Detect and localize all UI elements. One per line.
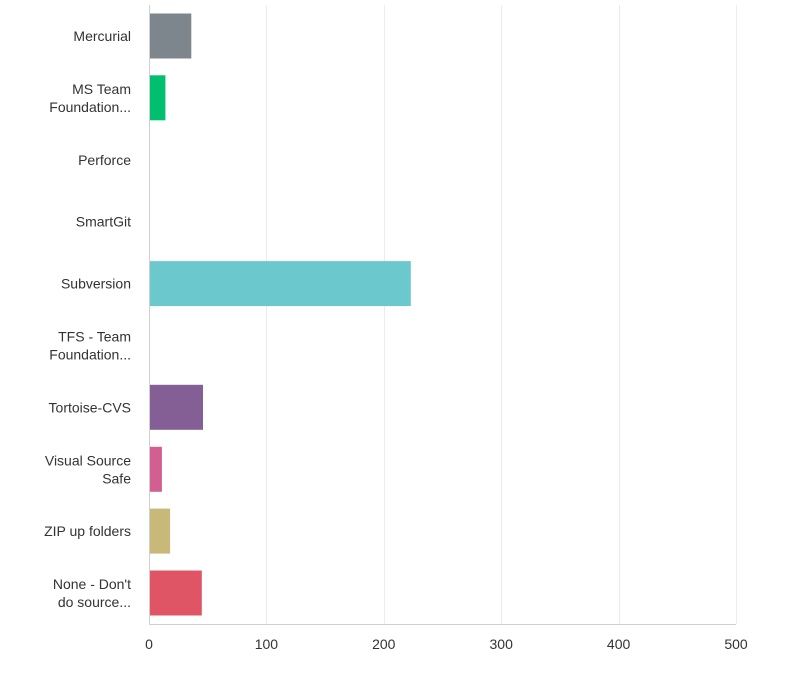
category-label-7: Visual Source Safe bbox=[45, 452, 131, 486]
x-tick-labels: 0 100 200 300 400 500 bbox=[145, 636, 748, 652]
category-label-line: Foundation... bbox=[49, 99, 131, 115]
category-label-2: Perforce bbox=[78, 152, 131, 168]
category-label-0: Mercurial bbox=[73, 28, 131, 44]
bar-6[interactable] bbox=[149, 384, 203, 430]
axes bbox=[149, 5, 736, 625]
category-label-line: Subversion bbox=[61, 276, 131, 292]
x-tick-label-400: 400 bbox=[607, 636, 631, 652]
x-tick-label-300: 300 bbox=[490, 636, 514, 652]
category-label-line: Perforce bbox=[78, 152, 131, 168]
bar-1[interactable] bbox=[149, 75, 166, 121]
category-label-8: ZIP up folders bbox=[44, 523, 131, 539]
bar-8[interactable] bbox=[149, 508, 171, 554]
category-label-3: SmartGit bbox=[76, 214, 131, 230]
category-label-line: TFS - Team bbox=[58, 328, 131, 344]
bar-0[interactable] bbox=[149, 13, 192, 59]
gridlines bbox=[266, 5, 737, 624]
category-label-line: None - Don't bbox=[53, 576, 131, 592]
bar-7[interactable] bbox=[149, 446, 162, 492]
category-label-line: Visual Source bbox=[45, 452, 131, 468]
category-label-line: Safe bbox=[102, 470, 131, 486]
category-label-line: MS Team bbox=[72, 81, 131, 97]
category-label-line: do source... bbox=[58, 594, 131, 610]
x-tick-label-0: 0 bbox=[145, 636, 153, 652]
category-label-5: TFS - Team Foundation... bbox=[49, 328, 131, 362]
category-labels: Mercurial MS Team Foundation... Perforce Sma… bbox=[44, 28, 131, 610]
category-label-6: Tortoise-CVS bbox=[49, 399, 131, 415]
x-tick-label-500: 500 bbox=[724, 636, 748, 652]
x-tick-label-200: 200 bbox=[372, 636, 396, 652]
category-label-line: Tortoise-CVS bbox=[49, 399, 131, 415]
category-label-line: SmartGit bbox=[76, 214, 131, 230]
bars bbox=[149, 13, 411, 616]
x-tick-label-100: 100 bbox=[255, 636, 279, 652]
category-label-1: MS Team Foundation... bbox=[49, 81, 131, 115]
category-label-line: Mercurial bbox=[73, 28, 131, 44]
category-label-4: Subversion bbox=[61, 276, 131, 292]
category-label-line: ZIP up folders bbox=[44, 523, 131, 539]
category-label-line: Foundation... bbox=[49, 346, 131, 362]
bar-9[interactable] bbox=[149, 570, 202, 616]
bar-4[interactable] bbox=[149, 261, 411, 307]
category-label-9: None - Don't do source... bbox=[53, 576, 131, 610]
